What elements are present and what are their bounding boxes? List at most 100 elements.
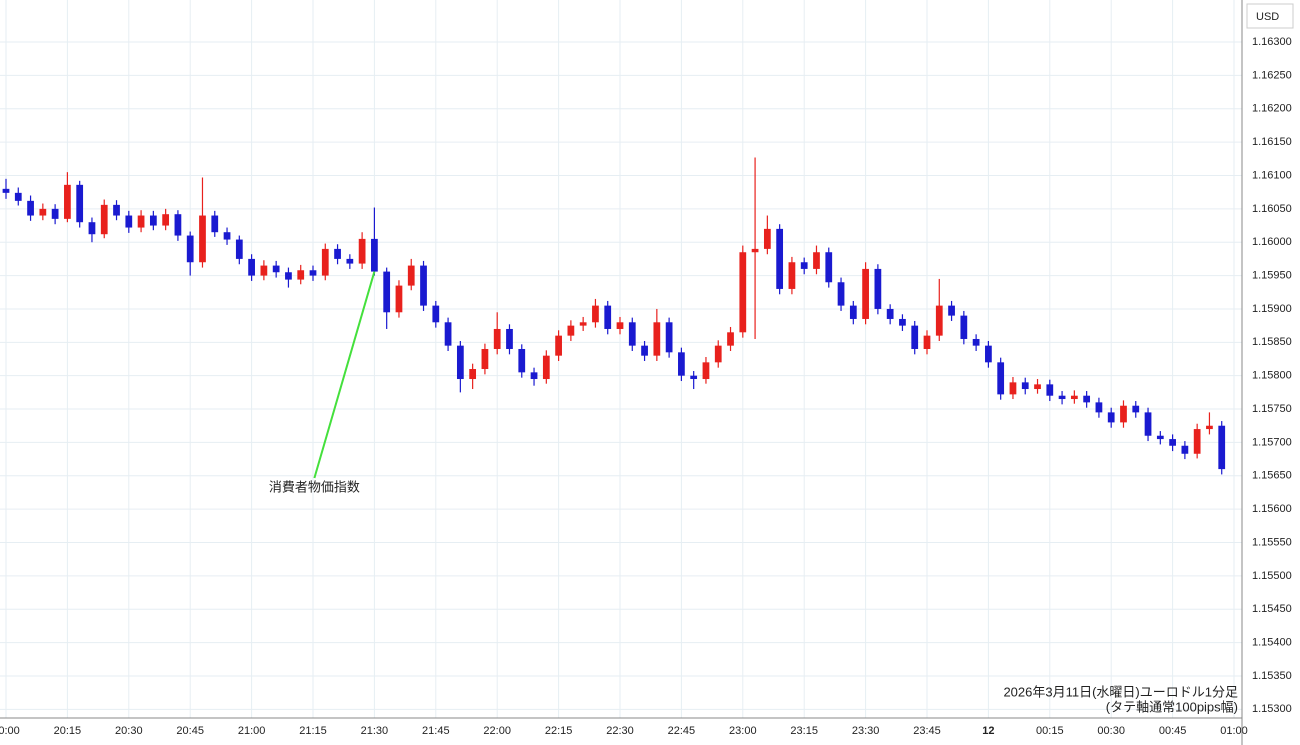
candle-body (76, 184, 84, 223)
candle-body (297, 270, 305, 280)
candle-body (788, 262, 796, 289)
candle-body (604, 305, 612, 329)
candle-body (346, 258, 354, 264)
x-tick-label: 20:00 (0, 725, 20, 737)
candle-body (972, 338, 980, 346)
candle-body (800, 262, 808, 269)
x-tick-label: 22:30 (606, 725, 634, 737)
annotation-text: 消費者物価指数 (269, 479, 360, 494)
candle-body (309, 270, 317, 276)
candle-body (493, 328, 501, 349)
y-tick-label: 1.15700 (1252, 436, 1292, 448)
x-tick-label: 21:45 (422, 725, 450, 737)
candle-body (837, 282, 845, 306)
y-tick-label: 1.15550 (1252, 536, 1292, 548)
x-tick-label: 00:45 (1159, 725, 1187, 737)
y-tick-label: 1.16200 (1252, 103, 1292, 115)
candle-body (39, 208, 47, 216)
candle-body (432, 305, 440, 323)
candle-body (923, 335, 931, 349)
candle-body (469, 369, 477, 380)
x-tick-label: 23:15 (790, 725, 818, 737)
candle-body (27, 200, 34, 216)
candle-body (727, 332, 734, 346)
candle-body (383, 271, 391, 313)
candle-body (641, 345, 648, 356)
candle-body (579, 322, 587, 326)
y-tick-label: 1.15900 (1252, 303, 1292, 315)
candle-body (665, 322, 673, 353)
candle-body (886, 308, 894, 319)
x-tick-label: 22:00 (483, 725, 511, 737)
candle-body (702, 362, 710, 380)
x-tick-label: 23:00 (729, 725, 757, 737)
candles (2, 157, 1226, 475)
candle-body (678, 352, 685, 376)
y-tick-label: 1.16050 (1252, 203, 1292, 215)
candle-body (100, 204, 108, 235)
candle-body (2, 188, 10, 193)
candle-body (948, 305, 955, 316)
candle-body (960, 315, 968, 339)
x-tick-label: 21:15 (299, 725, 327, 737)
candle-body (862, 268, 869, 319)
x-tick-label: 21:30 (361, 725, 389, 737)
candle-body (14, 192, 22, 201)
y-tick-label: 1.15400 (1252, 637, 1292, 649)
candle-body (739, 252, 747, 333)
candle-body (321, 248, 329, 276)
candle-body (751, 248, 759, 253)
candle-body (125, 215, 133, 228)
candle-body (174, 214, 182, 236)
y-tick-label: 1.15350 (1252, 670, 1292, 682)
candle-body (1058, 395, 1066, 400)
candle-body (1156, 435, 1164, 440)
candle-body (1206, 425, 1213, 430)
candle-body (1009, 382, 1017, 395)
candle-body (223, 232, 231, 240)
x-tick-label: 22:45 (668, 725, 696, 737)
x-tick-label: 20:45 (176, 725, 204, 737)
candle-body (113, 204, 120, 216)
grid (0, 0, 1242, 718)
candle-body (358, 238, 366, 264)
y-tick-label: 1.16150 (1252, 136, 1292, 148)
candle-body (825, 252, 833, 283)
candle-body (690, 375, 698, 380)
candle-body (813, 252, 820, 269)
candle-body (407, 265, 415, 286)
candle-body (911, 325, 919, 349)
candle-body (985, 345, 992, 363)
candle-body (899, 318, 906, 326)
candle-body (334, 248, 341, 259)
candle-body (1070, 395, 1078, 400)
x-tick-label: 22:15 (545, 725, 573, 737)
x-tick-label: 00:30 (1097, 725, 1125, 737)
candle-body (1107, 412, 1115, 423)
candle-body (186, 235, 194, 263)
y-tick-label: 1.15950 (1252, 269, 1292, 281)
candle-body (530, 372, 538, 380)
candle-body (1034, 384, 1041, 390)
candle-body (371, 238, 378, 272)
candle-body (481, 348, 489, 370)
candle-body (849, 305, 857, 319)
y-tick-label: 1.15500 (1252, 570, 1292, 582)
candle-body (555, 335, 562, 356)
candle-body (518, 348, 526, 373)
candle-body (64, 184, 71, 219)
candle-body (997, 362, 1005, 395)
candle-body (776, 228, 784, 289)
candle-body (616, 322, 624, 329)
candle-body (149, 215, 157, 226)
candle-body (88, 222, 96, 235)
candle-body (714, 345, 722, 363)
y-tick-label: 1.15750 (1252, 403, 1292, 415)
candle-body (1021, 382, 1029, 390)
candle-body (567, 325, 575, 336)
annotation-line (313, 271, 376, 479)
y-tick-label: 1.15650 (1252, 470, 1292, 482)
